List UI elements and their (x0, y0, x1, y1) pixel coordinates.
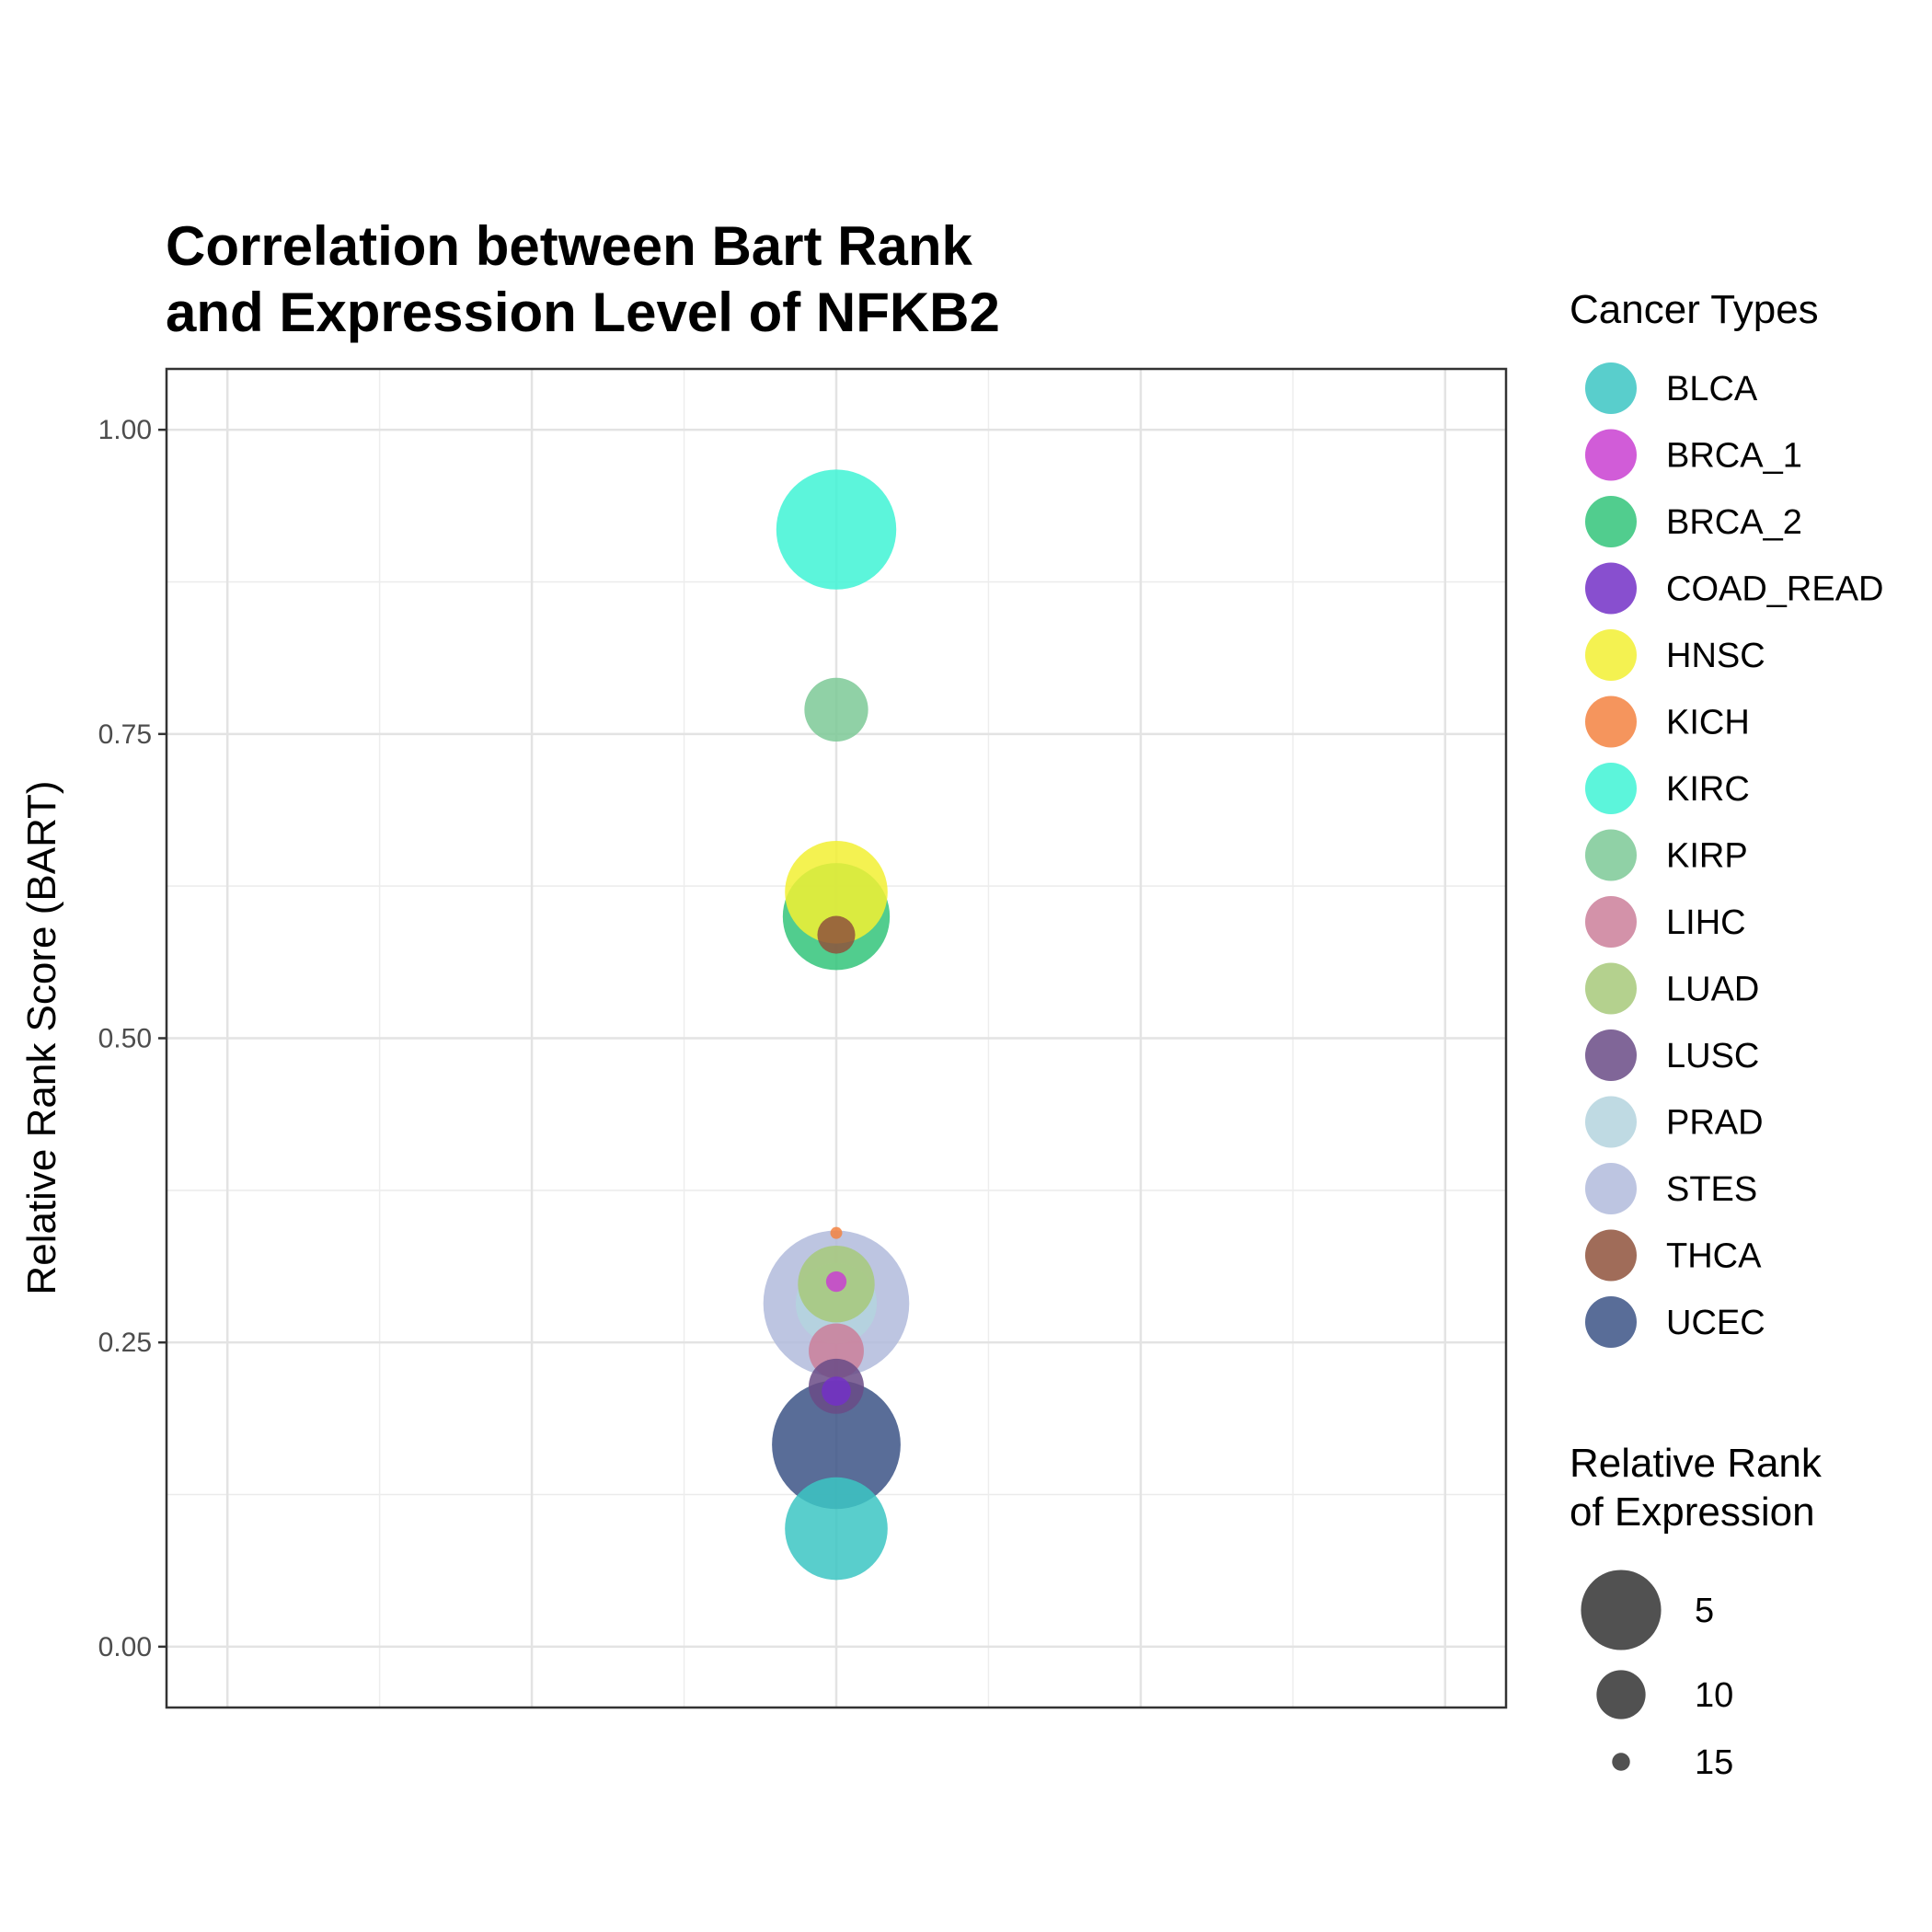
legend-key-coad-read (1585, 562, 1637, 615)
legend-relative-rank: Relative Rank of Expression 5 10 15 (1570, 1441, 1823, 1782)
legend-key-kirc (1585, 763, 1637, 814)
legend-label-prad: PRAD (1666, 1104, 1764, 1143)
data-points (763, 469, 910, 1581)
legend-label-stes: STES (1666, 1170, 1757, 1209)
size-legend-key (1596, 1670, 1646, 1719)
y-tick-label: 1.00 (98, 415, 152, 445)
size-legend-label: 10 (1695, 1676, 1733, 1715)
legend-key-stes (1585, 1163, 1637, 1214)
legend-size-title-line-1: Relative Rank (1570, 1441, 1823, 1486)
size-legend-key (1612, 1753, 1630, 1771)
legend-key-blca (1585, 362, 1637, 414)
legend-key-luad (1585, 962, 1637, 1015)
legend-key-kich (1585, 696, 1637, 748)
point-kirp (804, 677, 868, 742)
chart-title-line-1: Correlation between Bart Rank (166, 215, 972, 277)
legend-label-brca-2: BRCA_2 (1666, 503, 1802, 542)
legend-size-title-line-2: of Expression (1570, 1489, 1815, 1535)
chart-title: Correlation between Bart Rank and Expres… (166, 215, 1000, 343)
legend-label-thca: THCA (1666, 1237, 1762, 1276)
legend-label-luad: LUAD (1666, 971, 1759, 1009)
legend-label-hnsc: HNSC (1666, 637, 1765, 675)
legend-key-lihc (1585, 896, 1637, 948)
legend-label-coad-read: COAD_READ (1666, 570, 1884, 609)
legend-label-kirc: KIRC (1666, 770, 1750, 809)
legend-cancer-types-title: Cancer Types (1570, 287, 1819, 332)
legend-key-brca-1 (1585, 429, 1637, 481)
legend-key-kirp (1585, 829, 1637, 881)
y-tick-label: 0.00 (98, 1632, 152, 1662)
legend-label-lusc: LUSC (1666, 1037, 1759, 1075)
point-kich (830, 1226, 843, 1239)
point-kirc (776, 469, 897, 590)
size-legend-label: 5 (1695, 1592, 1714, 1630)
y-axis-title: Relative Rank Score (BART) (19, 780, 64, 1294)
y-tick-label: 0.75 (98, 719, 152, 750)
point-thca (817, 915, 856, 954)
legend-key-lusc (1585, 1029, 1637, 1081)
legend-label-kirp: KIRP (1666, 837, 1748, 876)
y-axis: 0.00 0.25 0.50 0.75 1.00 (98, 415, 167, 1662)
legend-key-hnsc (1585, 629, 1637, 681)
point-hnsc (785, 840, 888, 944)
y-tick-label: 0.50 (98, 1024, 152, 1054)
point-ucec (772, 1380, 901, 1510)
legend-key-prad (1585, 1096, 1637, 1148)
legend-label-brca-1: BRCA_1 (1666, 437, 1802, 476)
size-legend-label: 15 (1695, 1743, 1733, 1782)
point-coad-read (822, 1376, 851, 1406)
legend-key-brca-2 (1585, 496, 1637, 547)
chart-title-line-2: and Expression Level of NFKB2 (166, 282, 1000, 343)
size-legend-key (1581, 1570, 1662, 1650)
point-brca-1 (825, 1271, 847, 1293)
legend-label-kich: KICH (1666, 704, 1750, 742)
point-blca (785, 1477, 888, 1581)
legend-label-lihc: LIHC (1666, 903, 1746, 942)
legend-label-blca: BLCA (1666, 370, 1758, 408)
legend-label-ucec: UCEC (1666, 1304, 1765, 1342)
legend-key-ucec (1585, 1296, 1637, 1348)
legend-key-thca (1585, 1229, 1637, 1282)
legend-cancer-types: Cancer Types BLCA BRCA_1 BRCA_2 COAD_READ HN… (1570, 287, 1884, 1348)
y-tick-label: 0.25 (98, 1328, 152, 1358)
